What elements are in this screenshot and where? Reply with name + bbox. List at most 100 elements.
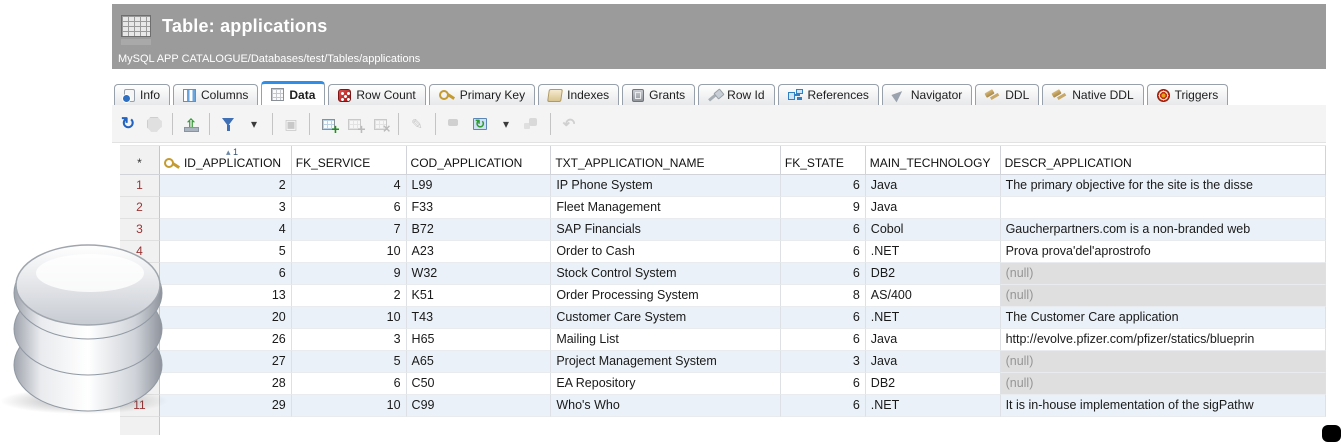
tab-info[interactable]: Info bbox=[114, 84, 171, 105]
data-cell[interactable]: 13 bbox=[159, 285, 292, 307]
data-cell[interactable]: 20 bbox=[159, 307, 292, 329]
tab-references[interactable]: References bbox=[777, 84, 879, 105]
data-cell[interactable]: EA Repository bbox=[551, 373, 781, 395]
data-cell[interactable]: IP Phone System bbox=[551, 175, 781, 197]
data-cell[interactable]: Order Processing System bbox=[551, 285, 781, 307]
undo-button[interactable] bbox=[557, 112, 581, 136]
caret-down-button[interactable] bbox=[494, 112, 518, 136]
data-cell[interactable]: 4 bbox=[159, 219, 292, 241]
data-cell[interactable]: K51 bbox=[406, 285, 552, 307]
column-header-fk_state[interactable]: FK_STATE bbox=[781, 146, 866, 174]
tab-ddl[interactable]: DDL bbox=[975, 84, 1040, 105]
data-cell[interactable]: 3 bbox=[780, 351, 866, 373]
data-cell[interactable]: It is in-house implementation of the sig… bbox=[1000, 395, 1326, 417]
data-cell[interactable]: 10 bbox=[291, 395, 407, 417]
column-header-fk_service[interactable]: FK_SERVICE bbox=[292, 146, 407, 174]
data-cell[interactable]: 2 bbox=[159, 175, 292, 197]
data-cell[interactable]: 2 bbox=[291, 285, 407, 307]
data-cell[interactable]: SAP Financials bbox=[551, 219, 781, 241]
data-cell[interactable]: 6 bbox=[780, 395, 866, 417]
data-cell[interactable]: Who's Who bbox=[551, 395, 781, 417]
data-cell[interactable]: 3 bbox=[159, 197, 292, 219]
data-cell[interactable]: 6 bbox=[780, 175, 866, 197]
data-cell[interactable]: Java bbox=[865, 175, 1001, 197]
data-cell[interactable]: Mailing List bbox=[551, 329, 781, 351]
data-cell[interactable]: 4 bbox=[291, 175, 407, 197]
data-cell[interactable]: Java bbox=[865, 329, 1001, 351]
tab-data[interactable]: Data bbox=[261, 81, 326, 105]
data-cell[interactable]: L99 bbox=[406, 175, 552, 197]
tab-grants[interactable]: Grants bbox=[622, 84, 696, 105]
data-cell[interactable]: F33 bbox=[406, 197, 552, 219]
data-cell[interactable]: DB2 bbox=[865, 373, 1001, 395]
data-cell[interactable]: 28 bbox=[159, 373, 292, 395]
data-cell[interactable]: (null) bbox=[1000, 263, 1326, 285]
row-number-cell[interactable]: 10 bbox=[120, 373, 160, 395]
row-number-cell[interactable]: 1 bbox=[120, 175, 160, 197]
data-cell[interactable]: 6 bbox=[291, 373, 407, 395]
data-cell[interactable]: A65 bbox=[406, 351, 552, 373]
row-number-cell[interactable]: 2 bbox=[120, 197, 160, 219]
edit-button[interactable] bbox=[405, 112, 429, 136]
data-cell[interactable]: 5 bbox=[159, 241, 292, 263]
insert-row-button[interactable] bbox=[316, 112, 340, 137]
data-cell[interactable]: http://evolve.pfizer.com/pfizer/statics/… bbox=[1000, 329, 1326, 351]
data-cell[interactable]: 27 bbox=[159, 351, 292, 373]
data-cell[interactable]: Customer Care System bbox=[551, 307, 781, 329]
column-header-cod_application[interactable]: COD_APPLICATION bbox=[407, 146, 552, 174]
data-cell[interactable]: (null) bbox=[1000, 285, 1326, 307]
data-cell[interactable]: 29 bbox=[159, 395, 292, 417]
data-cell[interactable]: 9 bbox=[291, 263, 407, 285]
tab-native-ddl[interactable]: Native DDL bbox=[1042, 84, 1144, 105]
refresh-window-button[interactable] bbox=[468, 112, 492, 136]
stop-button[interactable] bbox=[142, 112, 166, 136]
row-number-cell[interactable]: 3 bbox=[120, 219, 160, 241]
data-cell[interactable]: Cobol bbox=[865, 219, 1001, 241]
data-cell[interactable]: 6 bbox=[291, 197, 407, 219]
data-cell[interactable]: .NET bbox=[865, 307, 1001, 329]
data-cell[interactable]: Java bbox=[865, 351, 1001, 373]
data-cell[interactable]: 6 bbox=[780, 307, 866, 329]
data-cell[interactable]: B72 bbox=[406, 219, 552, 241]
data-cell[interactable]: .NET bbox=[865, 395, 1001, 417]
data-cell[interactable]: A23 bbox=[406, 241, 552, 263]
row-number-cell[interactable]: 11 bbox=[120, 395, 160, 417]
data-cell[interactable]: 8 bbox=[780, 285, 866, 307]
row-number-cell[interactable]: 9 bbox=[120, 351, 160, 373]
data-cell[interactable]: Fleet Management bbox=[551, 197, 781, 219]
data-cell[interactable]: Gaucherpartners.com is a non-branded web bbox=[1000, 219, 1326, 241]
column-header-main_technology[interactable]: MAIN_TECHNOLOGY bbox=[866, 146, 1001, 174]
link-button[interactable] bbox=[520, 112, 544, 136]
row-number-cell[interactable]: 4 bbox=[120, 241, 160, 263]
data-cell[interactable]: The Customer Care application bbox=[1000, 307, 1326, 329]
data-cell[interactable]: Order to Cash bbox=[551, 241, 781, 263]
tab-triggers[interactable]: Triggers bbox=[1146, 84, 1229, 105]
data-cell[interactable]: 5 bbox=[291, 351, 407, 373]
tab-columns[interactable]: Columns bbox=[173, 84, 259, 105]
export-button[interactable] bbox=[179, 112, 203, 136]
data-cell[interactable]: 6 bbox=[780, 263, 866, 285]
tab-primary-key[interactable]: Primary Key bbox=[428, 84, 536, 105]
data-cell[interactable]: (null) bbox=[1000, 373, 1326, 395]
data-cell[interactable]: C99 bbox=[406, 395, 552, 417]
row-number-cell[interactable]: 7 bbox=[120, 307, 160, 329]
row-number-cell[interactable]: 5 bbox=[120, 263, 160, 285]
tab-navigator[interactable]: Navigator bbox=[881, 84, 973, 105]
data-cell[interactable]: DB2 bbox=[865, 263, 1001, 285]
data-cell[interactable]: Stock Control System bbox=[551, 263, 781, 285]
flag-button[interactable] bbox=[442, 112, 466, 136]
data-cell[interactable]: 9 bbox=[780, 197, 866, 219]
data-cell[interactable]: T43 bbox=[406, 307, 552, 329]
data-cell[interactable]: 7 bbox=[291, 219, 407, 241]
data-cell[interactable]: 10 bbox=[291, 241, 407, 263]
data-cell[interactable]: 6 bbox=[780, 219, 866, 241]
data-cell[interactable]: The primary objective for the site is th… bbox=[1000, 175, 1326, 197]
data-cell[interactable]: 26 bbox=[159, 329, 292, 351]
data-cell[interactable]: 10 bbox=[291, 307, 407, 329]
row-number-cell[interactable]: 8 bbox=[120, 329, 160, 351]
tab-row-count[interactable]: Row Count bbox=[328, 84, 426, 105]
data-cell[interactable]: C50 bbox=[406, 373, 552, 395]
delete-row-button[interactable] bbox=[368, 112, 392, 136]
data-cell[interactable] bbox=[1000, 197, 1326, 219]
